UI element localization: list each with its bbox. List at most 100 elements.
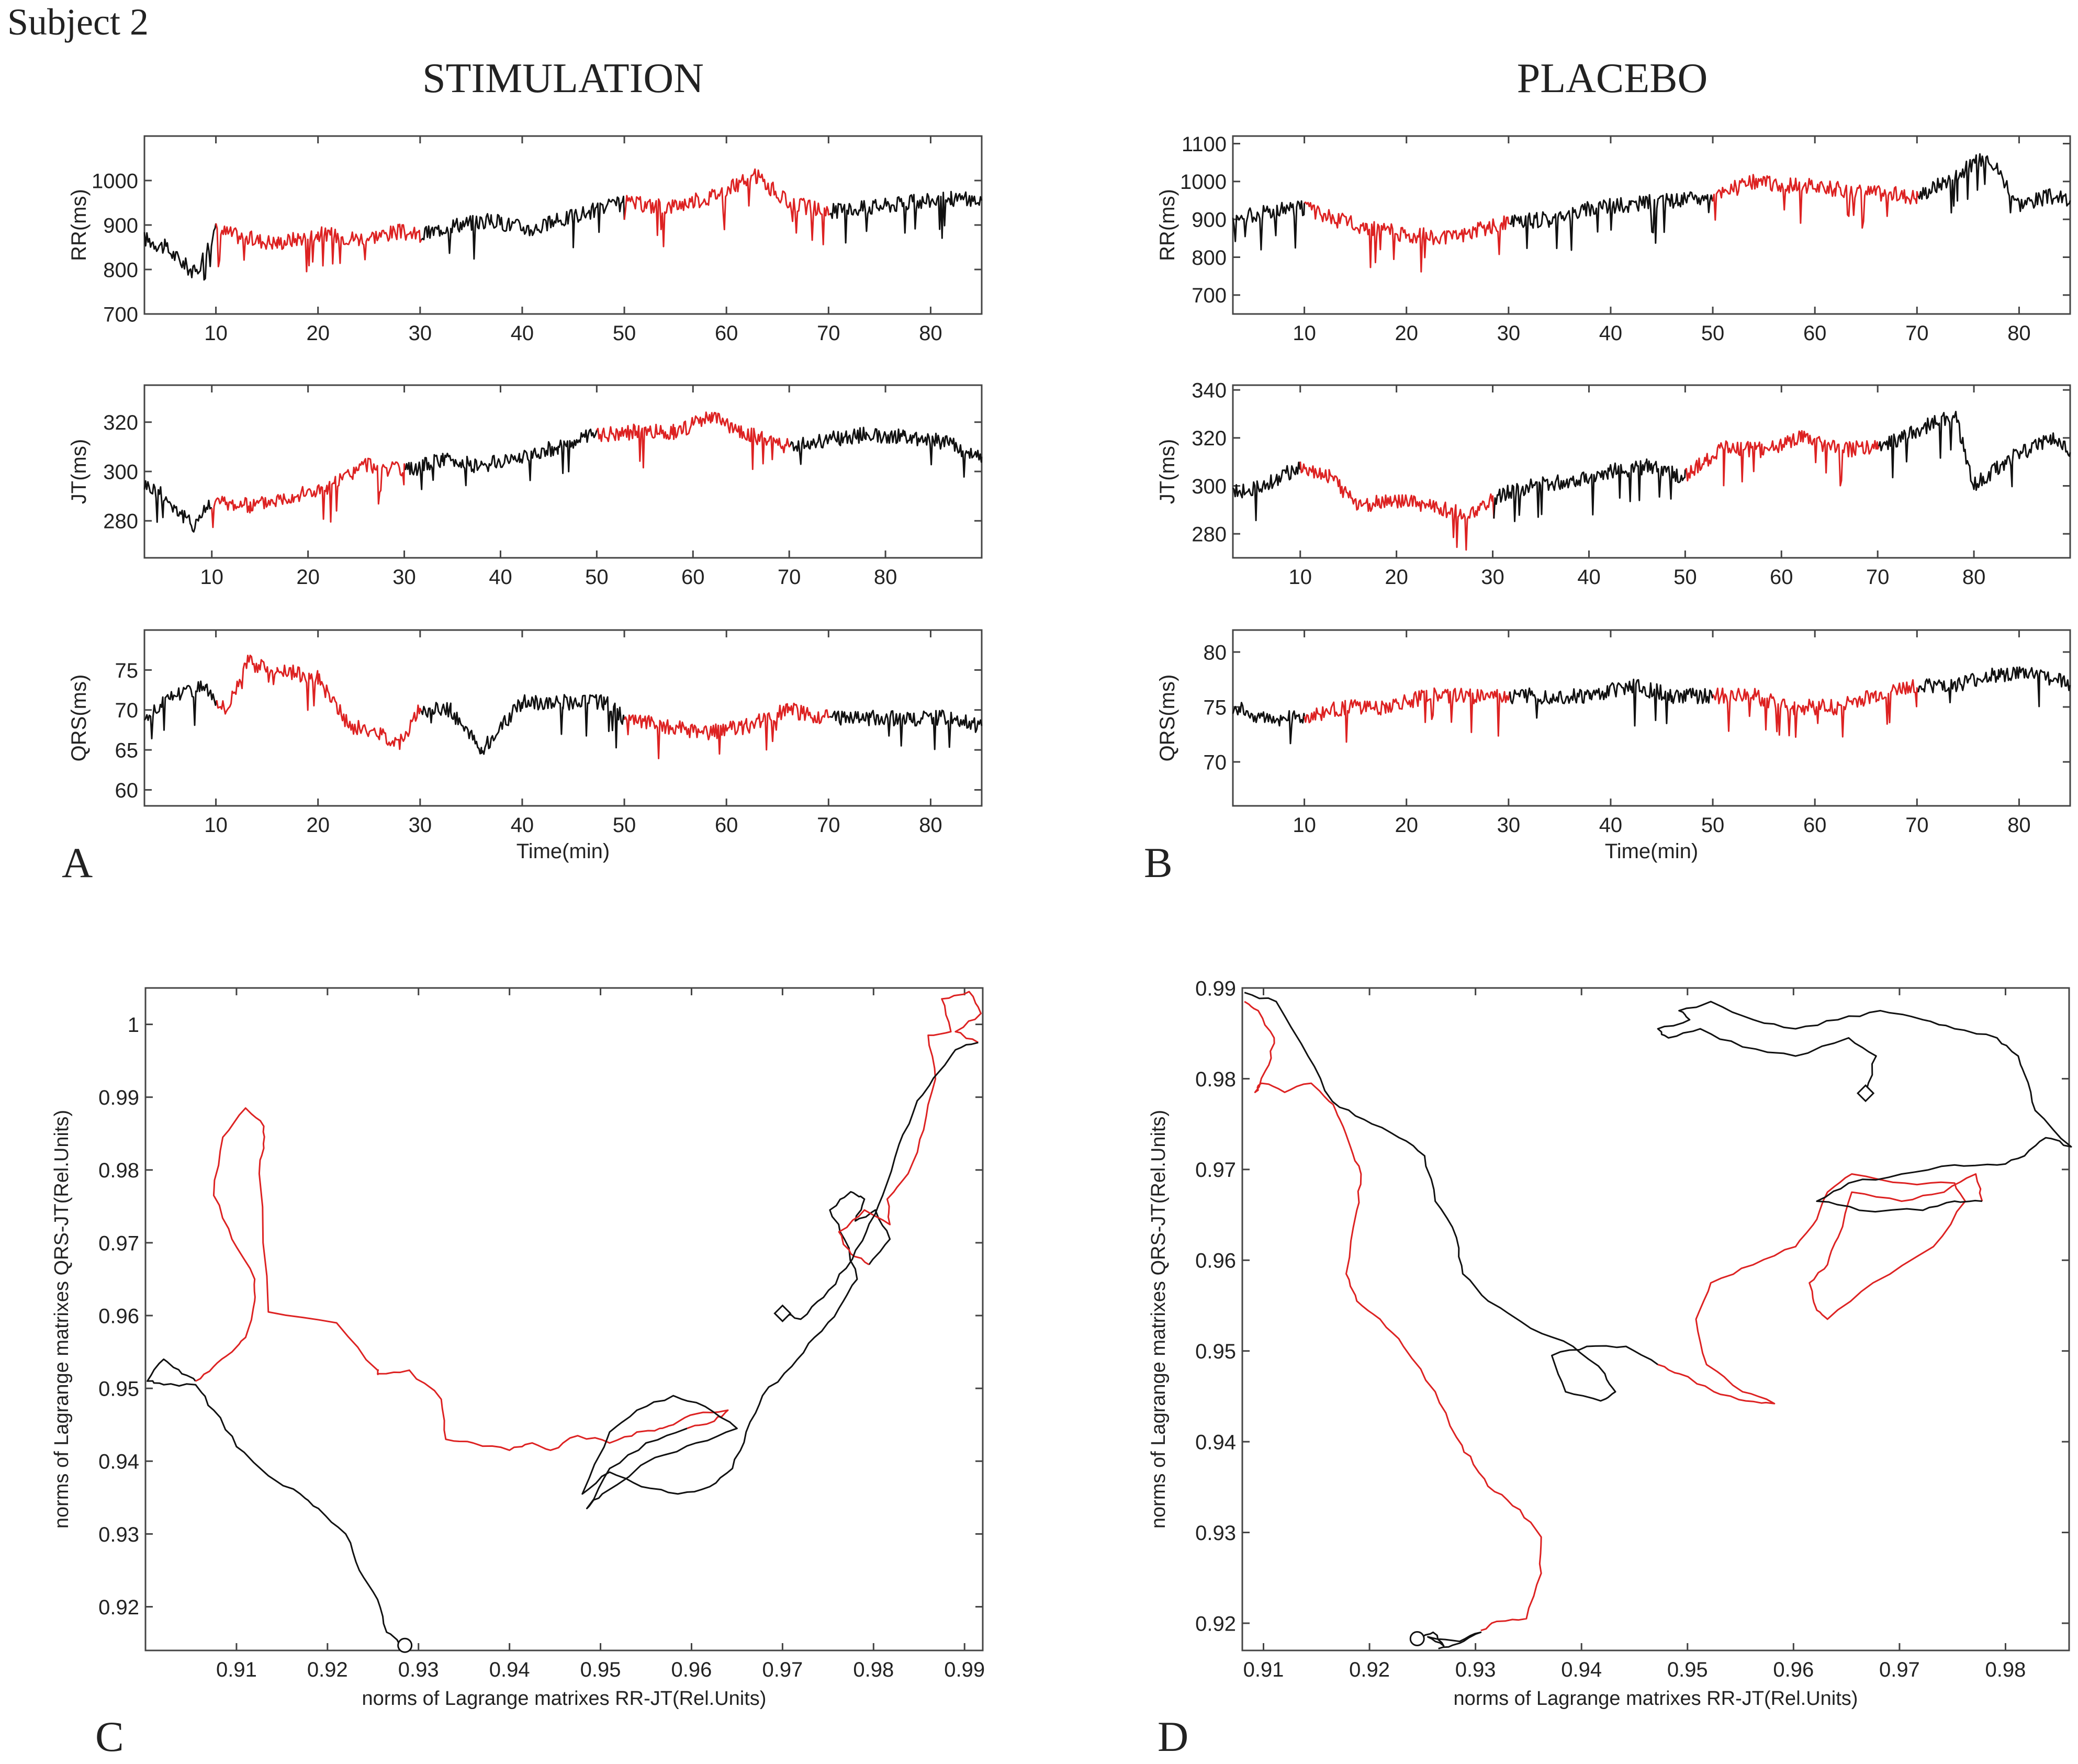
y-axis-label: norms of Lagrange matrixes QRS-JT(Rel.Un… (51, 1110, 73, 1529)
y-tick-label: 0.92 (1195, 1612, 1236, 1635)
y-axis-label: RR(ms) (68, 189, 91, 261)
y-tick-label: 0.98 (98, 1159, 139, 1182)
x-tick-label: 60 (1803, 814, 1827, 837)
series-line-black (1917, 666, 2071, 707)
chart-a-qrs: 10 20 30 40 50 60 70 80 60 65 70 75 QRS(ms) Time(min) (68, 629, 983, 863)
y-tick-label: 800 (1192, 246, 1227, 269)
trajectory-red-2 (838, 991, 982, 1265)
y-tick-label: 1100 (1182, 133, 1227, 156)
plot-area-C (144, 987, 984, 1651)
y-tick-label: 0.93 (1195, 1522, 1236, 1545)
series-line-black (143, 680, 218, 739)
x-tick-label: 60 (1770, 566, 1793, 589)
y-tick-label: 0.99 (1195, 977, 1236, 1000)
y-tick-label: 0.94 (98, 1451, 139, 1474)
y-tick-label: 0.95 (98, 1378, 139, 1401)
x-tick-label: 40 (1599, 322, 1623, 345)
x-tick-label: 0.98 (1985, 1658, 2026, 1681)
x-tick-label: 0.96 (671, 1658, 712, 1681)
chart-b-qrs: 10 20 30 40 50 60 70 80 70 75 80 QRS(ms) Time(min) (1156, 629, 2071, 863)
x-tick-label: 70 (817, 814, 840, 837)
trajectory-black-1 (147, 1358, 406, 1646)
y-tick-label: 900 (1192, 209, 1227, 232)
x-tick-label: 50 (1701, 814, 1725, 837)
x-tick-label: 80 (919, 322, 942, 345)
x-tick-label: 30 (392, 566, 416, 589)
x-tick-label: 80 (1962, 566, 1986, 589)
x-tick-label: 40 (1599, 814, 1623, 837)
x-tick-label: 70 (817, 322, 840, 345)
series-line-red (1712, 174, 1919, 229)
y-tick-label: 280 (1192, 523, 1227, 546)
series-line-black (1232, 200, 1306, 251)
series-line-red (215, 223, 422, 273)
y-tick-label: 320 (1192, 427, 1227, 450)
y-tick-label: 0.97 (98, 1232, 139, 1255)
y-tick-label: 0.96 (98, 1305, 139, 1328)
x-tick-label: 0.93 (398, 1658, 439, 1681)
x-axis-label: norms of Lagrange matrixes RR-JT(Rel.Uni… (362, 1688, 767, 1710)
chart-b-jt: 10 20 30 40 50 60 70 80 280 300 320 340 JT(ms) (1156, 379, 2071, 589)
series-line-black (829, 709, 983, 750)
x-tick-label: 70 (1866, 566, 1890, 589)
y-tick-label: 800 (103, 259, 138, 282)
x-tick-label: 30 (409, 322, 432, 345)
y-tick-label: 0.95 (1195, 1340, 1236, 1363)
x-tick-label: 20 (1395, 322, 1418, 345)
panel-letter-c: C (95, 1713, 124, 1760)
trajectory-red-1 (1244, 1001, 1542, 1632)
x-tick-label: 80 (2007, 814, 2031, 837)
x-tick-label: 40 (1577, 566, 1601, 589)
x-tick-label: 0.99 (944, 1658, 985, 1681)
y-tick-label: 280 (103, 510, 138, 533)
x-tick-label: 80 (919, 814, 942, 837)
series-line-red (596, 411, 791, 470)
x-axis-label: Time(min) (516, 840, 610, 863)
x-tick-label: 10 (1293, 322, 1316, 345)
series-line-red (1299, 462, 1495, 551)
y-axis-label: RR(ms) (1156, 189, 1179, 261)
x-tick-label: 10 (1293, 814, 1316, 837)
x-tick-label: 40 (511, 322, 534, 345)
y-axis-label: JT(ms) (68, 439, 91, 504)
x-tick-label: 30 (409, 814, 432, 837)
x-tick-label: 0.96 (1773, 1658, 1814, 1681)
x-tick-label: 40 (511, 814, 534, 837)
x-tick-label: 70 (778, 566, 801, 589)
trajectory-black-2 (581, 1191, 891, 1510)
y-tick-label: 60 (115, 779, 139, 802)
y-tick-label: 320 (103, 411, 138, 434)
panel-letter-a: A (62, 839, 93, 886)
y-axis-label: JT(ms) (1156, 439, 1179, 504)
x-tick-label: 0.91 (216, 1658, 257, 1681)
x-tick-label: 40 (489, 566, 512, 589)
x-tick-label: 50 (1673, 566, 1697, 589)
x-tick-label: 0.92 (1349, 1658, 1390, 1681)
y-tick-label: 75 (115, 659, 139, 682)
x-tick-label: 30 (1497, 322, 1521, 345)
chart-d: 0.91 0.92 0.93 0.94 0.95 0.96 0.97 0.98 0.92 0.93… (1148, 977, 2072, 1710)
y-tick-label: 340 (1192, 379, 1227, 402)
x-tick-label: 50 (585, 566, 609, 589)
y-tick-label: 70 (1204, 751, 1227, 774)
x-tick-label: 10 (204, 814, 228, 837)
series-line-black (1509, 678, 1714, 727)
x-tick-label: 30 (1481, 566, 1504, 589)
y-tick-label: 80 (1204, 641, 1227, 664)
y-tick-label: 0.99 (98, 1086, 139, 1109)
x-tick-label: 0.92 (307, 1658, 348, 1681)
y-tick-label: 900 (103, 214, 138, 237)
x-tick-label: 60 (715, 322, 738, 345)
subject-label: Subject 2 (7, 1, 149, 43)
x-tick-label: 60 (715, 814, 738, 837)
y-tick-label: 300 (1192, 475, 1227, 498)
trajectory-black-3 (1657, 1001, 2072, 1213)
series-line-red (1684, 430, 1880, 487)
trajectory-black-3 (780, 1041, 979, 1320)
x-tick-label: 20 (1395, 814, 1418, 837)
y-axis-label: norms of Lagrange matrixes QRS-JT(Rel.Un… (1148, 1110, 1170, 1529)
y-tick-label: 0.93 (98, 1523, 139, 1546)
x-tick-label: 0.94 (1561, 1658, 1602, 1681)
x-tick-label: 10 (1288, 566, 1312, 589)
x-tick-label: 0.95 (1667, 1658, 1708, 1681)
